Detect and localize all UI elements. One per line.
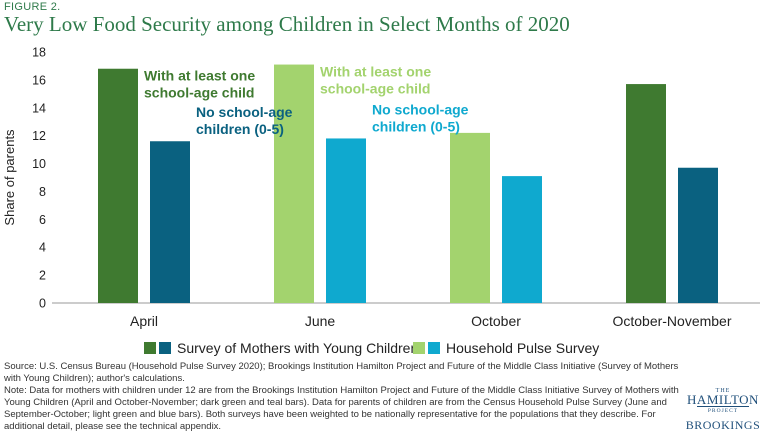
legend-swatch <box>428 342 440 354</box>
bar-annotation: With at least one <box>320 64 431 80</box>
x-tick-label: April <box>130 313 158 329</box>
x-tick-label: June <box>305 313 336 329</box>
y-axis-label: Share of parents <box>2 129 17 226</box>
note-line: Note: Data for mothers with children und… <box>4 385 679 432</box>
y-tick-label: 4 <box>39 241 46 255</box>
y-tick-label: 6 <box>39 213 46 227</box>
bar-annotation: No school-age <box>196 104 293 120</box>
chart-title: Very Low Food Security among Children in… <box>4 12 570 36</box>
legend-swatch <box>159 342 171 354</box>
bar <box>678 167 718 303</box>
x-tick-label: October-November <box>612 313 731 329</box>
bar <box>326 138 366 303</box>
y-tick-label: 16 <box>32 73 46 87</box>
legend-swatch <box>144 342 156 354</box>
bar-annotation: No school-age <box>372 101 469 117</box>
bar-chart: Share of parents 0 2 4 6 8 10 12 14 16 18 April June… <box>2 46 760 356</box>
bar <box>502 176 542 303</box>
x-tick-label: October <box>471 313 521 329</box>
logo-hamilton: HAMILTON <box>687 392 759 407</box>
y-tick-label: 10 <box>32 157 46 171</box>
logo-project: PROJECT <box>697 406 749 415</box>
bar-annotation: children (0-5) <box>196 121 284 137</box>
bar-annotation: school-age child <box>320 81 430 97</box>
bar <box>274 64 314 303</box>
y-tick-label: 2 <box>39 269 46 283</box>
hamilton-brookings-logo: THE HAMILTON PROJECT BROOKINGS <box>681 388 765 433</box>
logo-brookings: BROOKINGS <box>685 418 761 432</box>
bar-annotation: children (0-5) <box>372 118 460 134</box>
legend-label: Household Pulse Survey <box>446 340 599 356</box>
y-tick-label: 0 <box>39 297 46 311</box>
bar <box>98 68 138 303</box>
source-notes: Source: U.S. Census Bureau (Household Pu… <box>4 361 684 433</box>
bar <box>150 141 190 303</box>
bar-annotation: school-age child <box>144 85 254 101</box>
legend-swatch <box>413 342 425 354</box>
bar-annotation: With at least one <box>144 68 255 84</box>
y-tick-label: 14 <box>32 101 46 115</box>
logo-the: THE <box>715 388 731 394</box>
legend-label: Survey of Mothers with Young Children <box>177 340 418 356</box>
y-tick-label: 8 <box>39 185 46 199</box>
y-tick-label: 12 <box>32 129 46 143</box>
y-tick-label: 18 <box>32 46 46 60</box>
source-line: Source: U.S. Census Bureau (Household Pu… <box>4 361 679 384</box>
figure-label: FIGURE 2. <box>4 1 61 13</box>
bar <box>626 84 666 303</box>
bar <box>450 132 490 303</box>
